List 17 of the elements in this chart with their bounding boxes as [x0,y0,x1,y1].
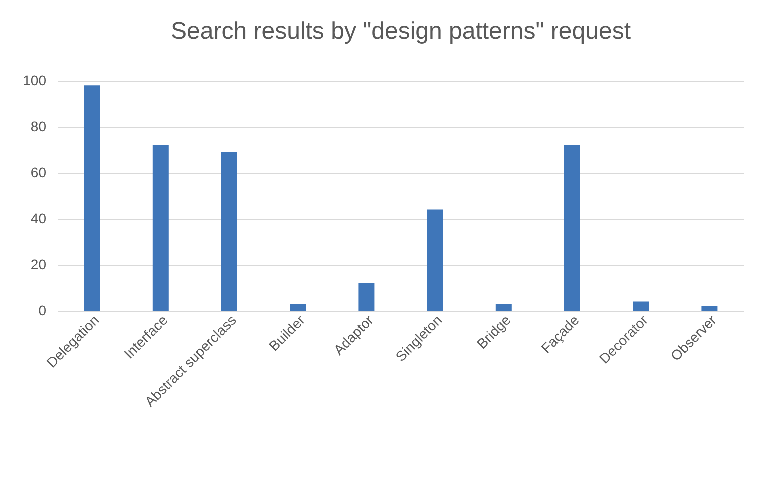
bar [152,145,169,311]
y-tick-label: 0 [38,302,47,318]
bar [564,145,580,311]
bar [427,210,444,311]
y-tick-label: 40 [30,210,47,226]
bar [84,86,100,311]
bar [702,306,718,311]
bar [222,152,238,311]
y-tick-label: 20 [30,256,47,272]
y-tick-label: 100 [23,72,47,88]
bar [496,304,512,311]
chart-title: Search results by "design patterns" request [171,18,632,45]
y-tick-label: 60 [30,164,47,180]
bar [633,302,650,311]
bar [290,304,306,311]
y-tick-label: 80 [30,118,47,134]
bar [358,283,375,311]
